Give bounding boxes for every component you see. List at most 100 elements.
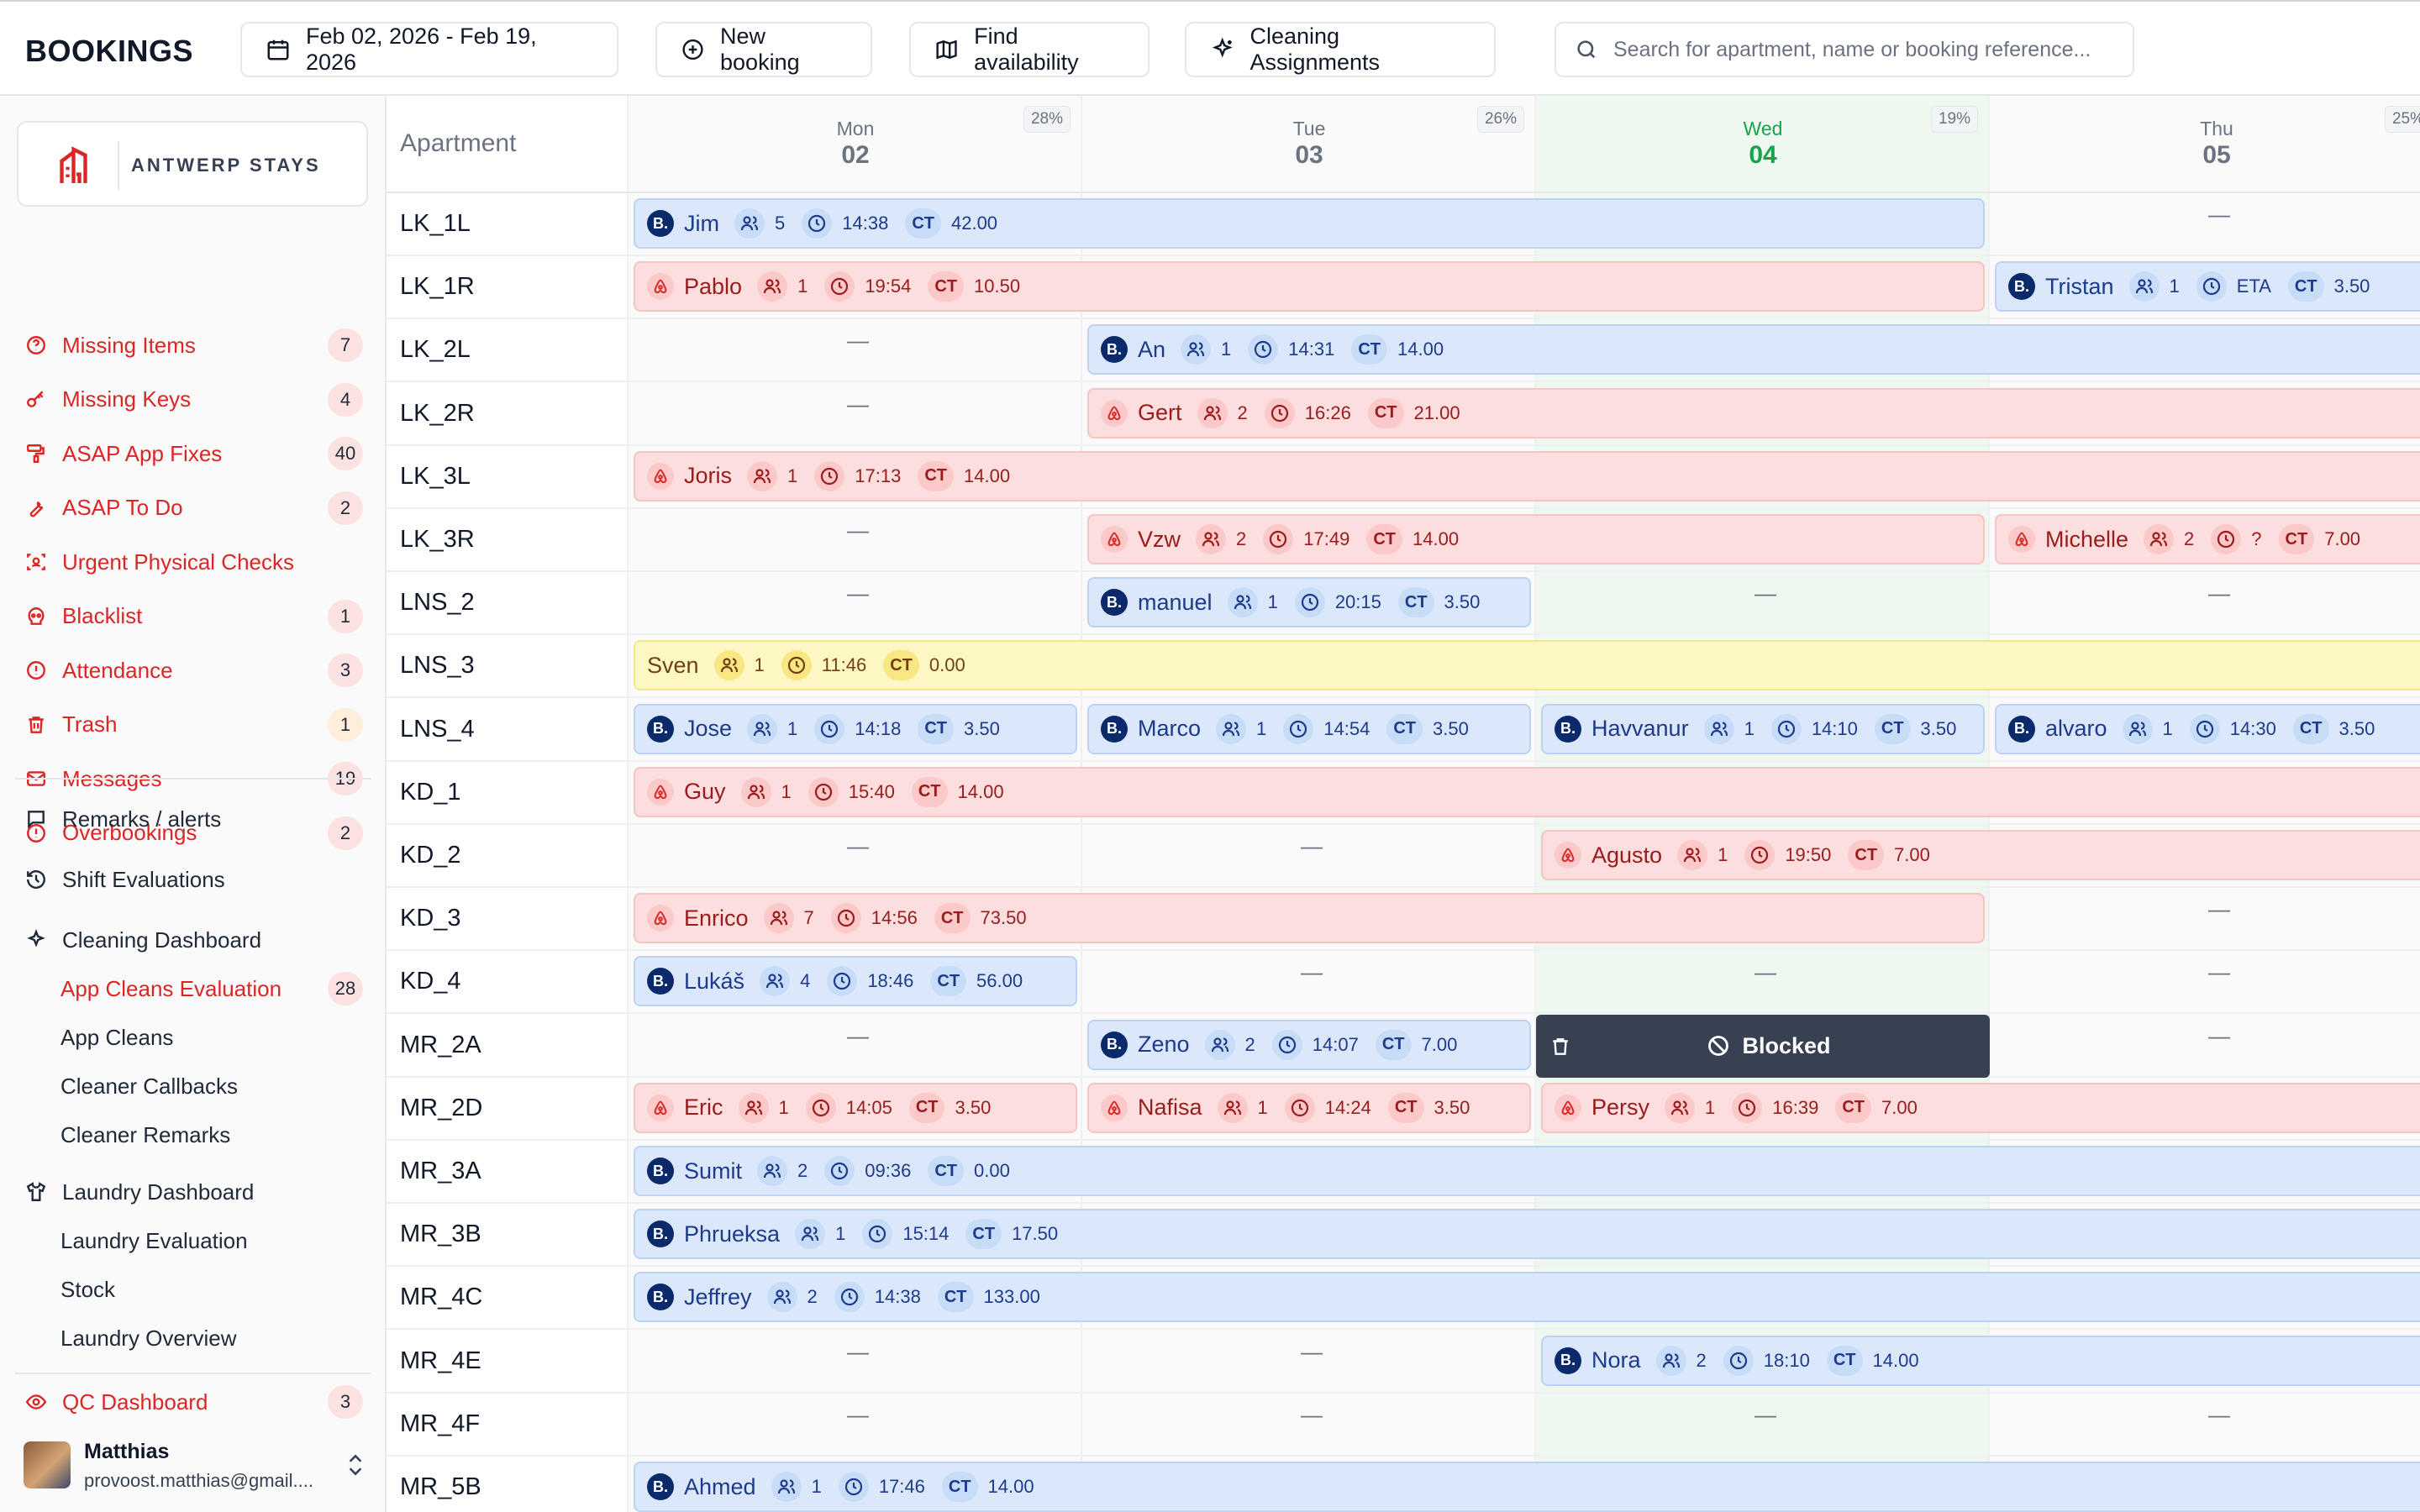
apartment-name[interactable]: LK_3R (400, 526, 475, 553)
apartment-name[interactable]: LK_1L (400, 210, 471, 237)
sidebar-subitem-stock[interactable]: Stock (18, 1268, 368, 1310)
booking-bar[interactable]: B. Havvanur 1 14:10 CT 3.50 (1541, 703, 1985, 754)
empty-cell-marker[interactable]: — (1301, 833, 1323, 858)
apartment-name[interactable]: KD_4 (400, 968, 461, 995)
apartment-name[interactable]: LK_1R (400, 273, 475, 301)
empty-cell-marker[interactable]: — (847, 328, 869, 354)
sidebar-item-cleaning-dashboard[interactable]: Cleaning Dashboard (18, 919, 368, 961)
empty-cell-marker[interactable]: — (2208, 1022, 2230, 1048)
date-range-picker[interactable]: Feb 02, 2026 - Feb 19, 2026 (240, 22, 618, 77)
booking-bar[interactable]: B. Ahmed 1 17:46 CT 14.00 (634, 1462, 2420, 1512)
booking-bar[interactable]: B. Marco 1 14:54 CT 3.50 (1087, 703, 1531, 754)
empty-cell-marker[interactable]: — (1754, 1401, 1776, 1427)
empty-cell-marker[interactable]: — (1301, 959, 1323, 985)
apartment-name[interactable]: MR_3B (400, 1221, 481, 1248)
user-menu[interactable]: Matthias provoost.matthias@gmail.... (24, 1435, 376, 1502)
sidebar-item-shift-evaluations[interactable]: Shift Evaluations (18, 858, 368, 900)
empty-cell-marker[interactable]: — (847, 517, 869, 543)
sidebar-subitem-app-cleans[interactable]: App Cleans (18, 1016, 368, 1058)
booking-bar[interactable]: Nafisa 1 14:24 CT 3.50 (1087, 1082, 1531, 1133)
empty-cell-marker[interactable]: — (1301, 1338, 1323, 1364)
empty-cell-marker[interactable]: — (1754, 580, 1776, 606)
booking-bar[interactable]: B. Tristan 1 ETA CT 3.50 (1995, 261, 2420, 312)
booking-bar[interactable]: Agusto 1 19:50 CT 7.00 (1541, 830, 2420, 880)
empty-cell-marker[interactable]: — (847, 391, 869, 417)
empty-cell-marker[interactable]: — (847, 1022, 869, 1048)
booking-bar[interactable]: B. Lukáš 4 18:46 CT 56.00 (634, 956, 1077, 1007)
sidebar-item-urgent-physical-checks[interactable]: Urgent Physical Checks (18, 541, 368, 583)
search-input[interactable]: Search for apartment, name or booking re… (1555, 22, 2134, 77)
booking-bar[interactable]: Guy 1 15:40 CT 14.00 (634, 766, 2420, 817)
apartment-name[interactable]: KD_2 (400, 842, 461, 869)
apartment-name[interactable]: MR_2A (400, 1031, 481, 1058)
sidebar-item-asap-app-fixes[interactable]: ASAP App Fixes 40 (18, 433, 368, 475)
booking-bar[interactable]: B. alvaro 1 14:30 CT 3.50 (1995, 703, 2420, 754)
apartment-name[interactable]: LNS_4 (400, 715, 475, 743)
booking-bar[interactable]: Joris 1 17:13 CT 14.00 (634, 450, 2420, 501)
booking-bar[interactable]: B. Jeffrey 2 14:38 CT 133.00 (634, 1272, 2420, 1323)
sidebar-item-attendance[interactable]: Attendance 3 (18, 649, 368, 691)
booking-bar[interactable]: B. manuel 1 20:15 CT 3.50 (1087, 577, 1531, 628)
booking-bar[interactable]: B. Sumit 2 09:36 CT 0.00 (634, 1146, 2420, 1196)
apartment-name[interactable]: MR_3A (400, 1158, 481, 1184)
sidebar-item-blacklist[interactable]: Blacklist 1 (18, 596, 368, 638)
empty-cell-marker[interactable]: — (2208, 896, 2230, 922)
apartment-name[interactable]: LK_2L (400, 336, 471, 364)
sidebar-item-asap-to-do[interactable]: ASAP To Do 2 (18, 487, 368, 529)
sidebar-item-laundry-dashboard[interactable]: Laundry Dashboard (18, 1171, 368, 1213)
apartment-name[interactable]: KD_3 (400, 905, 461, 932)
cleaning-assignments-button[interactable]: Cleaning Assignments (1185, 22, 1496, 77)
booking-bar[interactable]: Enrico 7 14:56 CT 73.50 (634, 893, 1985, 944)
trash-icon[interactable] (1549, 1035, 1571, 1058)
sidebar-subitem-app-cleans-evaluation[interactable]: App Cleans Evaluation 28 (18, 968, 368, 1010)
empty-cell-marker[interactable]: — (1754, 959, 1776, 985)
booking-bar[interactable]: B. An 1 14:31 CT 14.00 (1087, 324, 2420, 375)
apartment-name[interactable]: MR_4E (400, 1347, 481, 1374)
sidebar-item-missing-items[interactable]: Missing Items 7 (18, 324, 368, 366)
apartment-name[interactable]: LNS_3 (400, 652, 475, 680)
booking-bar[interactable]: Sven 1 11:46 CT 0.00 (634, 640, 2420, 691)
booking-bar[interactable]: Persy 1 16:39 CT 7.00 (1541, 1082, 2420, 1133)
apartment-name[interactable]: LK_3L (400, 462, 471, 490)
empty-cell-marker[interactable]: — (2208, 1401, 2230, 1427)
sidebar-subitem-laundry-overview[interactable]: Laundry Overview (18, 1317, 368, 1359)
booking-bar[interactable]: Vzw 2 17:49 CT 14.00 (1087, 514, 1985, 564)
apartment-name[interactable]: MR_4C (400, 1284, 483, 1311)
sidebar-item-qc-dashboard[interactable]: QC Dashboard 3 (18, 1381, 368, 1423)
apartment-name[interactable]: MR_5B (400, 1473, 481, 1500)
booking-bar[interactable]: B. Jose 1 14:18 CT 3.50 (634, 703, 1077, 754)
empty-cell-marker[interactable]: — (1301, 1401, 1323, 1427)
sidebar-subitem-cleaner-callbacks[interactable]: Cleaner Callbacks (18, 1065, 368, 1107)
company-logo-card[interactable]: ANTWERP STAYS (17, 121, 368, 207)
empty-cell-marker[interactable]: — (2208, 959, 2230, 985)
sidebar-item-remarks[interactable]: Remarks / alerts (18, 798, 368, 840)
apartment-name[interactable]: MR_2D (400, 1094, 483, 1121)
booking-bar[interactable]: B. Jim 5 14:38 CT 42.00 (634, 198, 1985, 249)
empty-cell-marker[interactable]: — (2208, 580, 2230, 606)
blocked-bar[interactable]: Blocked (1536, 1014, 1990, 1078)
empty-cell-marker[interactable]: — (847, 1401, 869, 1427)
empty-cell-marker[interactable]: — (847, 580, 869, 606)
sidebar-subitem-cleaner-remarks[interactable]: Cleaner Remarks (18, 1114, 368, 1156)
apartment-name[interactable]: LNS_2 (400, 589, 475, 617)
booking-bar[interactable]: Eric 1 14:05 CT 3.50 (634, 1082, 1077, 1133)
empty-cell-marker[interactable]: — (847, 833, 869, 858)
apartment-name[interactable]: MR_4F (400, 1410, 481, 1437)
booking-bar[interactable]: B. Nora 2 18:10 CT 14.00 (1541, 1335, 2420, 1386)
booking-bar[interactable]: B. Zeno 2 14:07 CT 7.00 (1087, 1019, 1531, 1070)
sidebar-subitem-laundry-evaluation[interactable]: Laundry Evaluation (18, 1220, 368, 1262)
sidebar-item-missing-keys[interactable]: Missing Keys 4 (18, 379, 368, 421)
clock-icon (837, 910, 855, 927)
empty-cell-marker[interactable]: — (847, 1338, 869, 1364)
new-booking-button[interactable]: New booking (655, 22, 872, 77)
booking-bar[interactable]: Michelle 2? CT 7.00 (1995, 514, 2420, 564)
sidebar-item-overbookings[interactable]: Overbookings 2 (18, 812, 368, 854)
sidebar-item-trash[interactable]: Trash 1 (18, 704, 368, 746)
empty-cell-marker[interactable]: — (2208, 202, 2230, 227)
booking-bar[interactable]: B. Phrueksa 1 15:14 CT 17.50 (634, 1209, 2420, 1260)
booking-bar[interactable]: Gert 2 16:26 CT 21.00 (1087, 387, 2420, 438)
find-availability-button[interactable]: Find availability (909, 22, 1150, 77)
booking-bar[interactable]: Pablo 1 19:54 CT 10.50 (634, 261, 1985, 312)
apartment-name[interactable]: KD_1 (400, 778, 461, 806)
apartment-name[interactable]: LK_2R (400, 399, 475, 427)
